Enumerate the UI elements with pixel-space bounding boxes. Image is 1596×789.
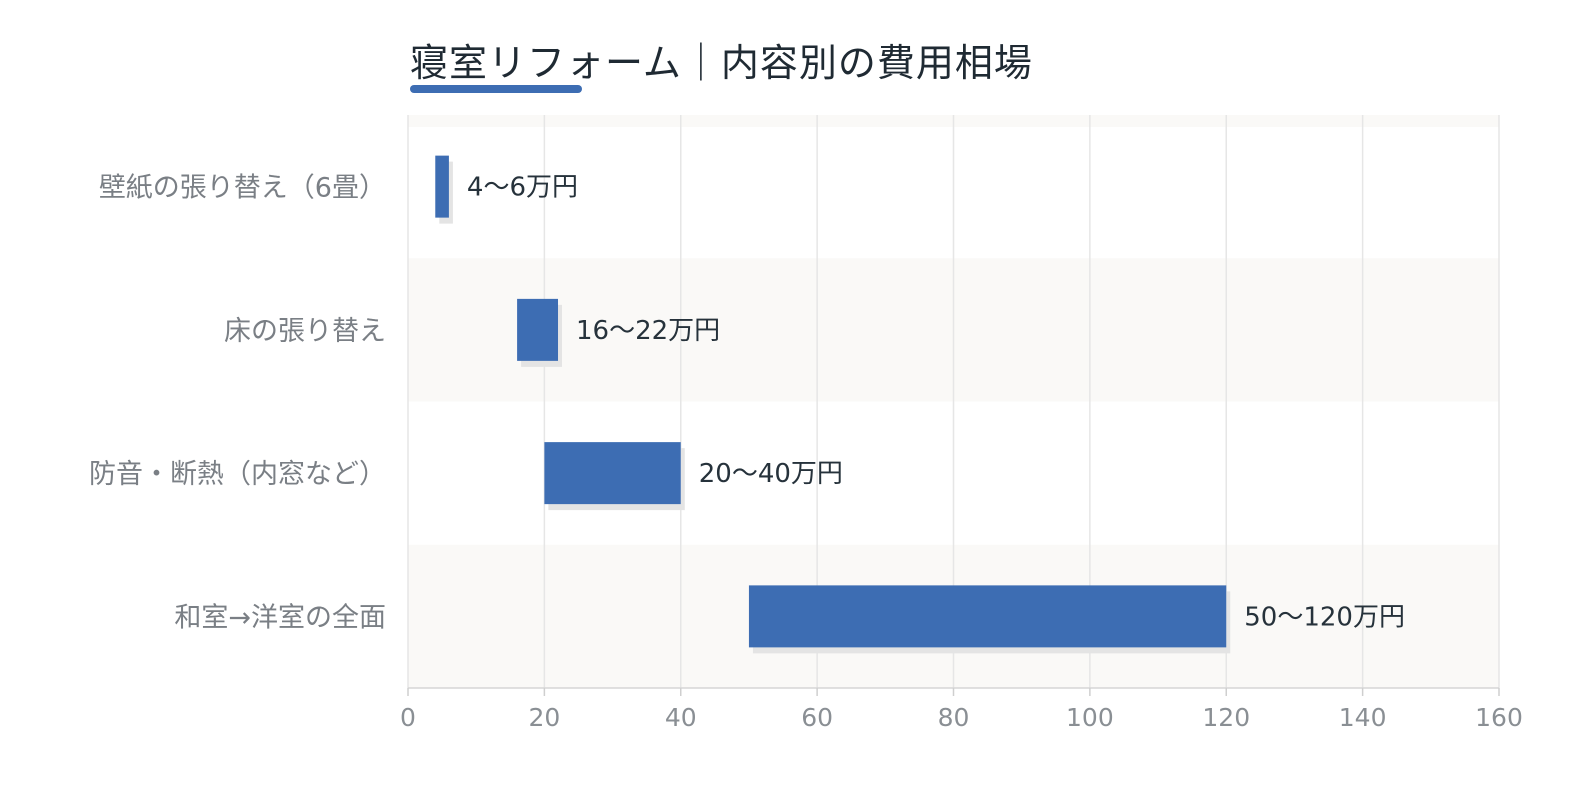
bar: [544, 442, 681, 505]
bar: [517, 298, 559, 361]
x-tick-label: 60: [801, 703, 833, 732]
category-label: 防音・断熱（内窓など）: [89, 459, 386, 490]
data-label: 50〜120万円: [1244, 602, 1405, 632]
x-axis: 0 20 40 60 80 100 120 140 160: [400, 687, 1523, 732]
bar: [435, 155, 449, 218]
chart-title: 寝室リフォーム｜内容別の費用相場: [410, 41, 1033, 85]
title-underline: [410, 85, 582, 93]
x-tick-label: 140: [1339, 703, 1387, 732]
x-tick-label: 40: [665, 703, 697, 732]
bar: [748, 585, 1227, 648]
x-tick-label: 20: [528, 703, 560, 732]
data-label: 20〜40万円: [699, 459, 843, 489]
x-tick-label: 160: [1475, 703, 1523, 732]
category-label: 壁紙の張り替え（6畳）: [99, 173, 386, 204]
data-label: 16〜22万円: [576, 316, 720, 346]
data-label: 4〜6万円: [467, 173, 578, 203]
category-label: 床の張り替え: [224, 316, 386, 347]
x-tick-label: 0: [400, 703, 416, 732]
bars: [435, 155, 1231, 654]
data-labels: 4〜6万円 16〜22万円 20〜40万円 50〜120万円: [467, 173, 1405, 633]
x-tick-label: 120: [1202, 703, 1250, 732]
x-tick-label: 80: [938, 703, 970, 732]
x-tick-label: 100: [1066, 703, 1114, 732]
category-label: 和室→洋室の全面: [174, 602, 386, 633]
gridlines: [407, 115, 1500, 688]
